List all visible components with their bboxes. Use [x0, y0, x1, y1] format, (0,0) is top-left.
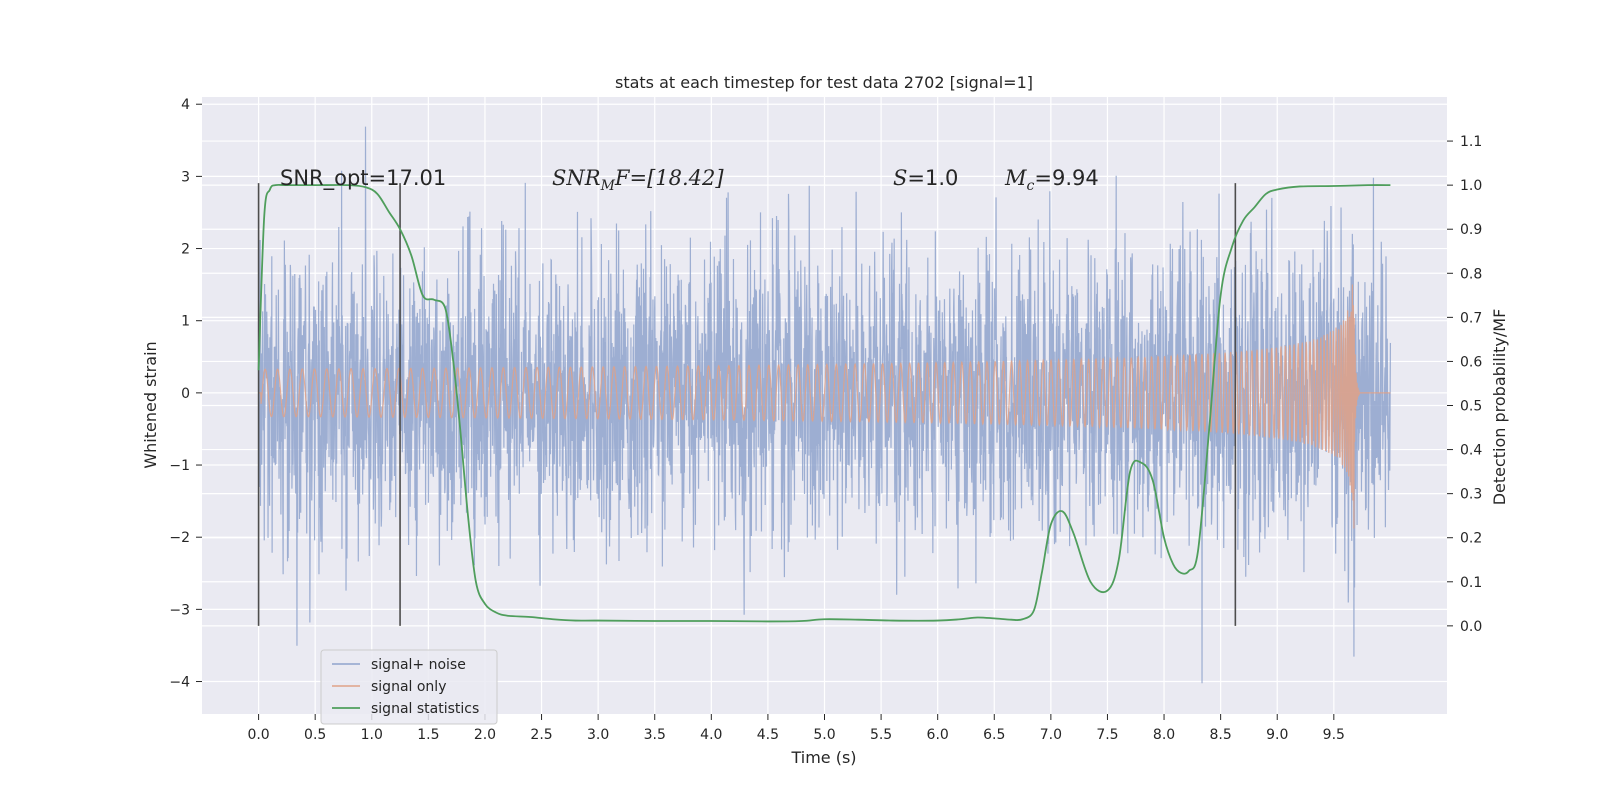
- chart-title: stats at each timestep for test data 270…: [615, 73, 1033, 92]
- x-tick-label: 2.0: [474, 727, 496, 743]
- y-left-tick-label: −1: [169, 458, 190, 474]
- x-tick-label: 7.5: [1096, 727, 1118, 743]
- plot-content: [257, 126, 1392, 684]
- y-right-tick-label: 0.8: [1460, 266, 1482, 282]
- x-tick-label: 3.0: [587, 727, 609, 743]
- x-tick-label: 0.5: [304, 727, 326, 743]
- y-right-tick-label: 0.6: [1460, 354, 1482, 370]
- series-signal-noise-line: [257, 126, 1392, 684]
- x-tick-label: 7.0: [1040, 727, 1062, 743]
- legend-label-signal-statistics: signal statistics: [371, 701, 479, 717]
- y-right-tick-label: 1.0: [1460, 178, 1482, 194]
- x-tick-label: 5.5: [870, 727, 892, 743]
- y-right-tick-label: 0.5: [1460, 399, 1482, 415]
- annotation-mc: Mc=9.94: [1004, 166, 1099, 194]
- series-signal-only-line: [258, 284, 1391, 529]
- x-axis-ticks: 0.0 0.5 1.0 1.5 2.0 2.5 3.0 3.5 4.0 4.5 5.0 5.5 6.0 6…: [247, 714, 1345, 743]
- x-tick-label: 8.5: [1210, 727, 1232, 743]
- y-axis-left-ticks: −4 −3 −2 −1 0 1 2 3 4: [169, 97, 202, 691]
- x-tick-label: 5.0: [813, 727, 835, 743]
- y-left-tick-label: −4: [169, 675, 190, 691]
- x-tick-label: 3.5: [644, 727, 666, 743]
- x-tick-label: 6.0: [927, 727, 949, 743]
- legend-label-signal-only: signal only: [371, 679, 446, 695]
- x-tick-label: 4.0: [700, 727, 722, 743]
- y-axis-left-title: Whitened strain: [141, 341, 160, 468]
- legend-label-signal-noise: signal+ noise: [371, 657, 466, 673]
- x-tick-label: 8.0: [1153, 727, 1175, 743]
- y-left-tick-label: −3: [169, 602, 190, 618]
- y-right-tick-label: 0.9: [1460, 222, 1482, 238]
- x-tick-label: 6.5: [983, 727, 1005, 743]
- y-left-tick-label: 1: [181, 314, 190, 330]
- y-right-tick-label: 0.7: [1460, 310, 1482, 326]
- series-signal-statistics-line: [257, 183, 1391, 623]
- annotation-s: S=1.0: [893, 166, 958, 190]
- y-right-tick-label: 0.2: [1460, 531, 1482, 547]
- y-left-tick-label: 4: [181, 97, 190, 113]
- x-axis-title: Time (s): [790, 748, 856, 767]
- y-right-tick-label: 1.1: [1460, 134, 1482, 150]
- y-right-tick-label: 0.3: [1460, 487, 1482, 503]
- x-tick-label: 1.5: [417, 727, 439, 743]
- x-tick-label: 1.0: [361, 727, 383, 743]
- y-axis-right-ticks: 0.0 0.1 0.2 0.3 0.4 0.5 0.6 0.7 0.8 0.9 1.0 1.1: [1447, 134, 1482, 635]
- legend-box: [320, 649, 498, 725]
- annotation-snr-opt: SNR_opt=17.01: [280, 166, 446, 191]
- x-tick-label: 9.0: [1266, 727, 1288, 743]
- y-right-tick-label: 0.1: [1460, 575, 1482, 591]
- y-left-tick-label: 3: [181, 169, 190, 185]
- x-tick-label: 4.5: [757, 727, 779, 743]
- y-axis-right-title: Detection probability/MF: [1490, 309, 1509, 506]
- annotation-snr-mf: SNRMF=[18.42]: [552, 166, 724, 194]
- y-right-tick-label: 0.0: [1460, 619, 1482, 635]
- y-left-tick-label: 0: [181, 386, 190, 402]
- x-tick-label: 0.0: [247, 727, 269, 743]
- legend: signal+ noise signal only signal statist…: [320, 649, 498, 725]
- y-left-tick-label: 2: [181, 242, 190, 258]
- y-left-tick-label: −2: [169, 530, 190, 546]
- x-tick-label: 2.5: [530, 727, 552, 743]
- x-tick-label: 9.5: [1323, 727, 1345, 743]
- y-right-tick-label: 0.4: [1460, 443, 1482, 459]
- vertical-markers: [257, 183, 1237, 626]
